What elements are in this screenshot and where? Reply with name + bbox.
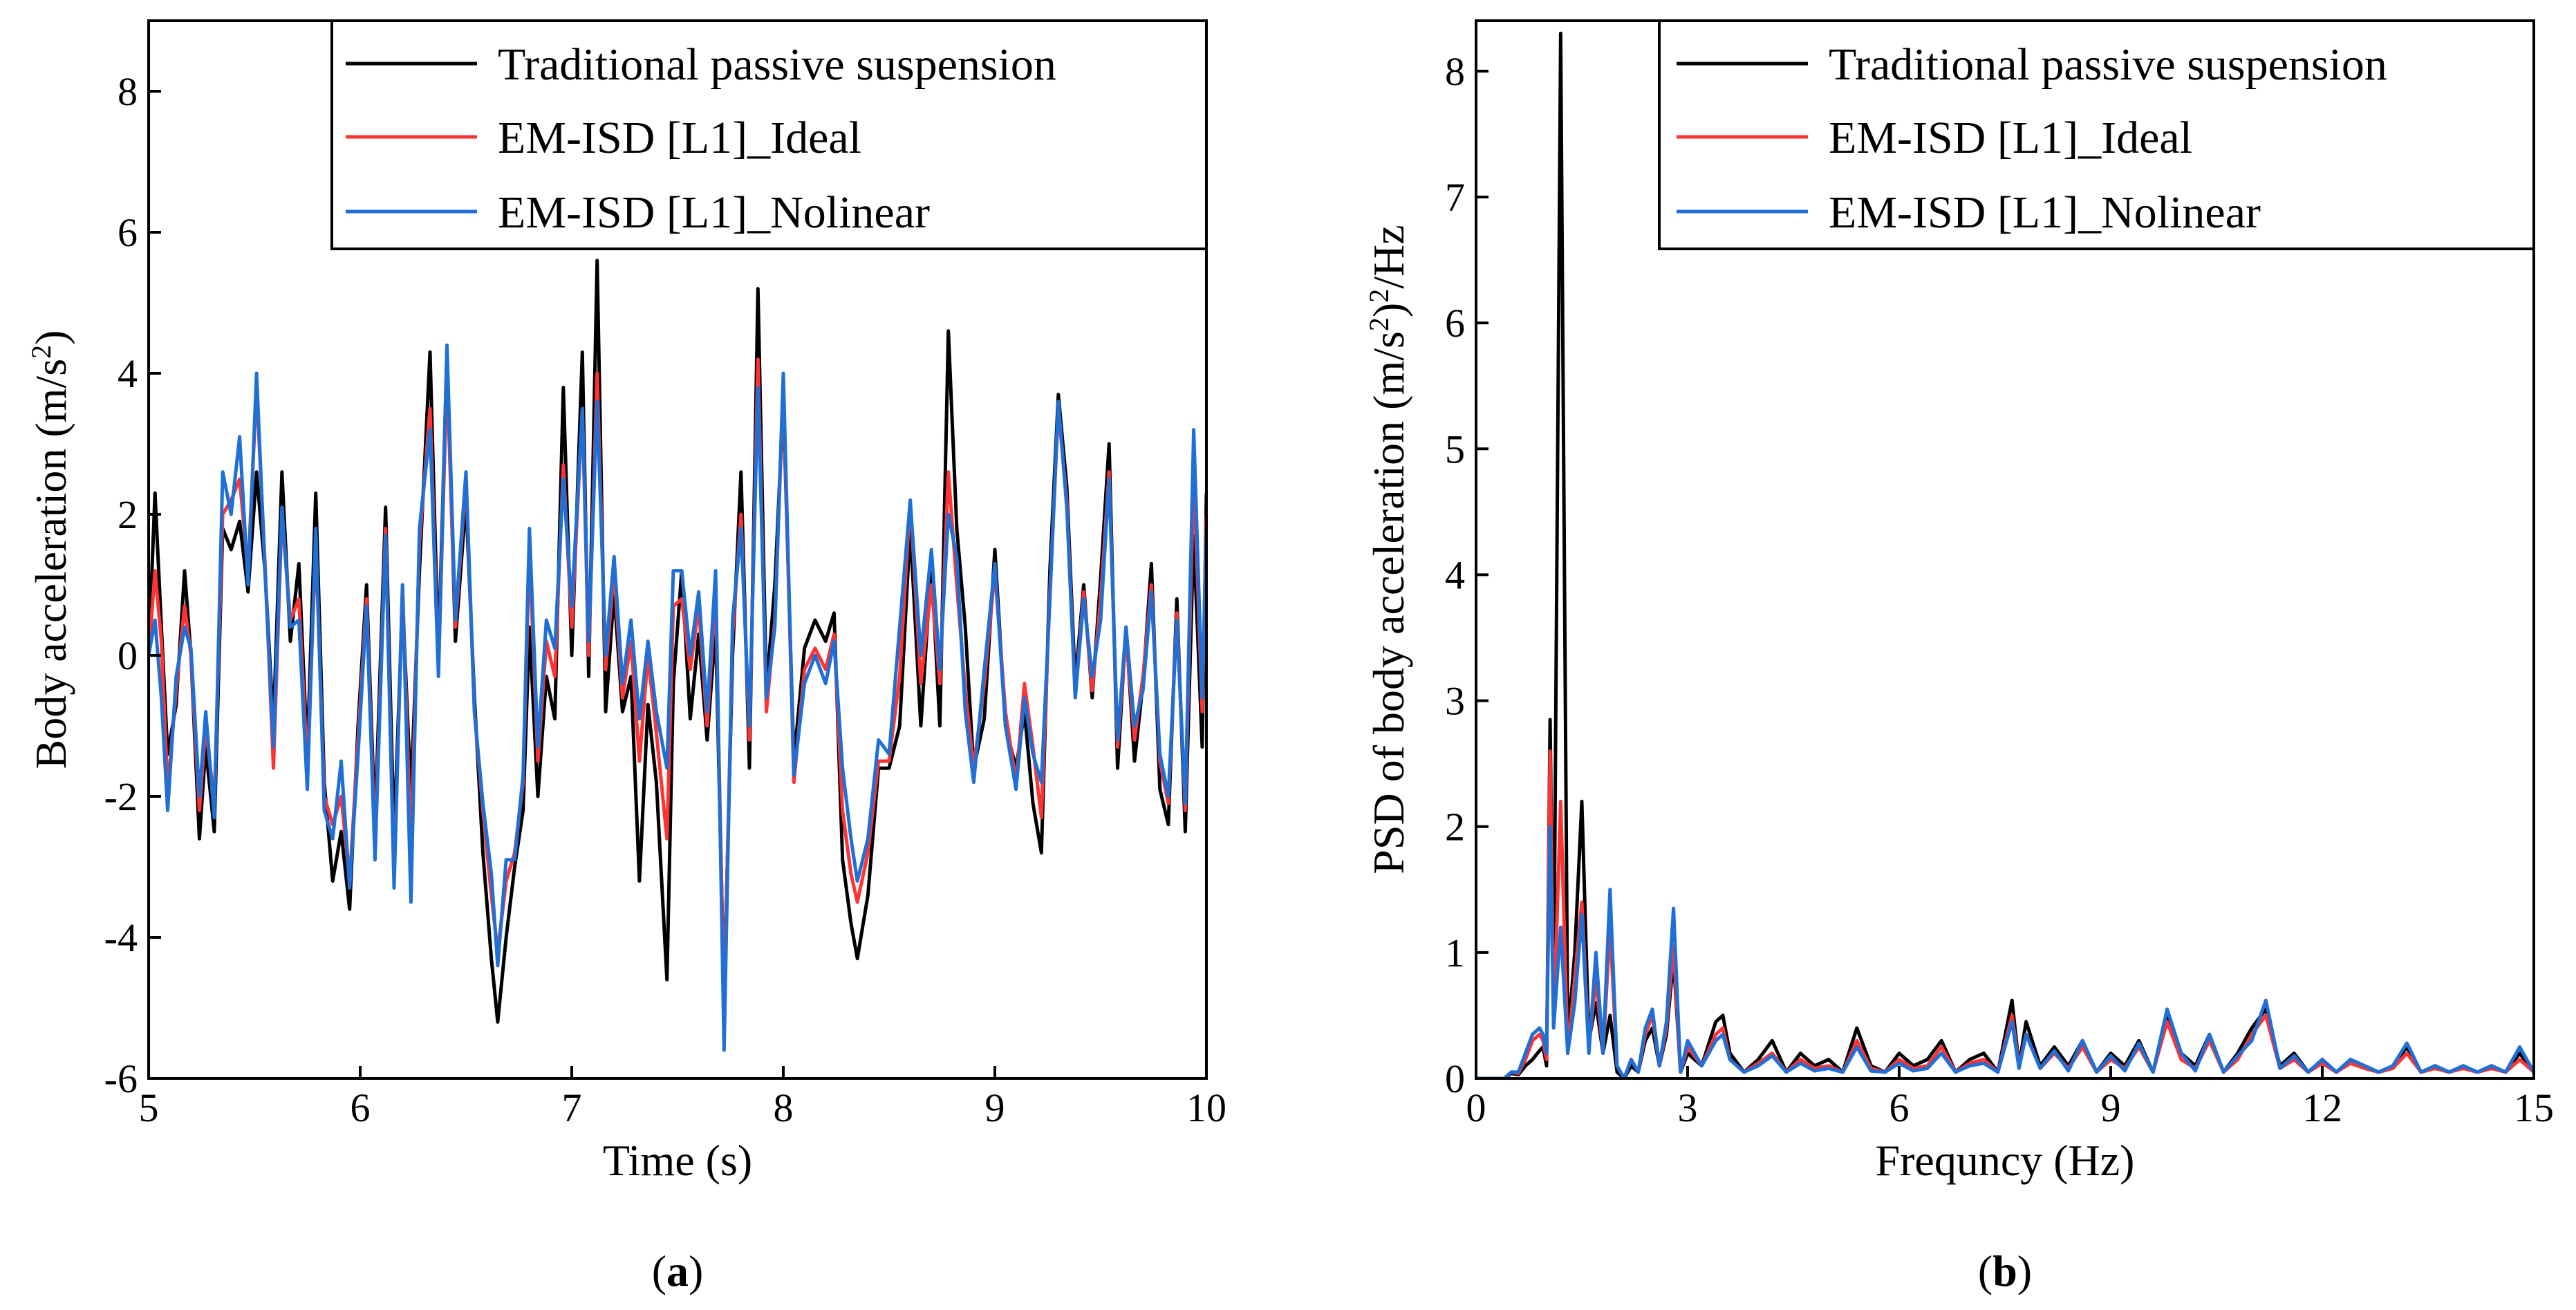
- chart-a-series-group: [149, 259, 1206, 1052]
- chart-b-x-axis-label: Frequncy (Hz): [1876, 1136, 2135, 1185]
- chart-b-y-axis-label: PSD of body acceleration (m/s2)2/Hz: [1363, 225, 1414, 874]
- chart-b-x-tick-label: 0: [1466, 1085, 1486, 1130]
- chart-a-y-tick-label: 8: [118, 69, 138, 114]
- chart-a-y-axis-label: Body acceleration (m/s2): [26, 330, 76, 769]
- chart-b-y-tick-label: 1: [1445, 930, 1465, 975]
- chart-a-legend-box: [330, 19, 1208, 250]
- chart-b-y-tick-label: 6: [1445, 301, 1465, 346]
- chart-a-x-ticks: 5 6 7 8 9 10: [139, 1066, 1226, 1130]
- chart-b-x-tick-label: 9: [2101, 1085, 2121, 1130]
- chart-b-x-tick-label: 3: [1678, 1085, 1698, 1130]
- chart-b-y-tick-label: 8: [1445, 49, 1465, 94]
- chart-a-x-tick-label: 5: [139, 1085, 159, 1130]
- chart-a: -6 -4 -2 0 2 4 6 8 5 6 7 8 9 10 Time (s) Body accele…: [26, 19, 1226, 1185]
- chart-a-y-tick-label: -4: [104, 915, 138, 960]
- chart-b-x-tick-label: 6: [1889, 1085, 1910, 1130]
- chart-a-legend-label-passive: Traditional passive suspension: [498, 39, 1056, 90]
- chart-b-legend: Traditional passive suspension EM-ISD [L…: [1658, 19, 2535, 250]
- chart-a-legend-label-nonlinear: EM-ISD [L1]_Nolinear: [498, 187, 930, 238]
- chart-a-x-tick-label: 6: [351, 1085, 371, 1130]
- chart-a-legend: Traditional passive suspension EM-ISD [L…: [330, 19, 1208, 250]
- chart-a-series-nonlinear: [149, 343, 1206, 1052]
- chart-b-legend-label-ideal: EM-ISD [L1]_Ideal: [1829, 113, 2192, 163]
- chart-a-x-tick-label: 7: [562, 1085, 582, 1130]
- panel-b-caption: (b): [1978, 1246, 2032, 1295]
- chart-a-y-tick-label: -6: [104, 1056, 138, 1101]
- chart-a-y-tick-label: 0: [118, 633, 138, 678]
- chart-a-x-tick-label: 10: [1186, 1085, 1226, 1130]
- chart-b-y-tick-label: 5: [1445, 427, 1465, 471]
- chart-b-y-tick-label: 3: [1445, 679, 1465, 724]
- chart-a-y-tick-label: 6: [118, 210, 138, 255]
- chart-a-x-axis-label: Time (s): [603, 1136, 752, 1185]
- chart-b-series-group: [1476, 31, 2534, 1078]
- chart-a-x-tick-label: 8: [774, 1085, 794, 1130]
- chart-b-y-tick-label: 0: [1445, 1056, 1465, 1101]
- chart-a-legend-label-ideal: EM-ISD [L1]_Ideal: [498, 113, 861, 163]
- chart-b-x-tick-label: 12: [2302, 1085, 2342, 1130]
- chart-a-y-tick-label: 4: [118, 351, 138, 396]
- chart-b-y-tick-label: 7: [1445, 175, 1465, 220]
- chart-b-x-tick-label: 15: [2514, 1085, 2554, 1130]
- chart-b-y-tick-label: 2: [1445, 805, 1465, 850]
- chart-a-y-ticks: -6 -4 -2 0 2 4 6 8: [104, 69, 161, 1101]
- chart-b-y-ticks: 0 1 2 3 4 5 6 7 8: [1445, 49, 1488, 1101]
- chart-b-y-tick-label: 4: [1445, 552, 1465, 597]
- chart-a-x-tick-label: 9: [985, 1085, 1005, 1130]
- chart-b-legend-label-passive: Traditional passive suspension: [1829, 39, 2387, 90]
- chart-b-legend-label-nonlinear: EM-ISD [L1]_Nolinear: [1829, 187, 2261, 238]
- chart-a-y-tick-label: 2: [118, 492, 138, 537]
- chart-a-y-tick-label: -2: [104, 774, 138, 819]
- chart-b-x-ticks: 0 3 6 9 12 15: [1466, 1066, 2554, 1130]
- panel-a-caption: (a): [652, 1246, 704, 1295]
- chart-a-series-ideal: [149, 357, 1206, 1010]
- chart-b-series-nonlinear: [1476, 825, 2534, 1078]
